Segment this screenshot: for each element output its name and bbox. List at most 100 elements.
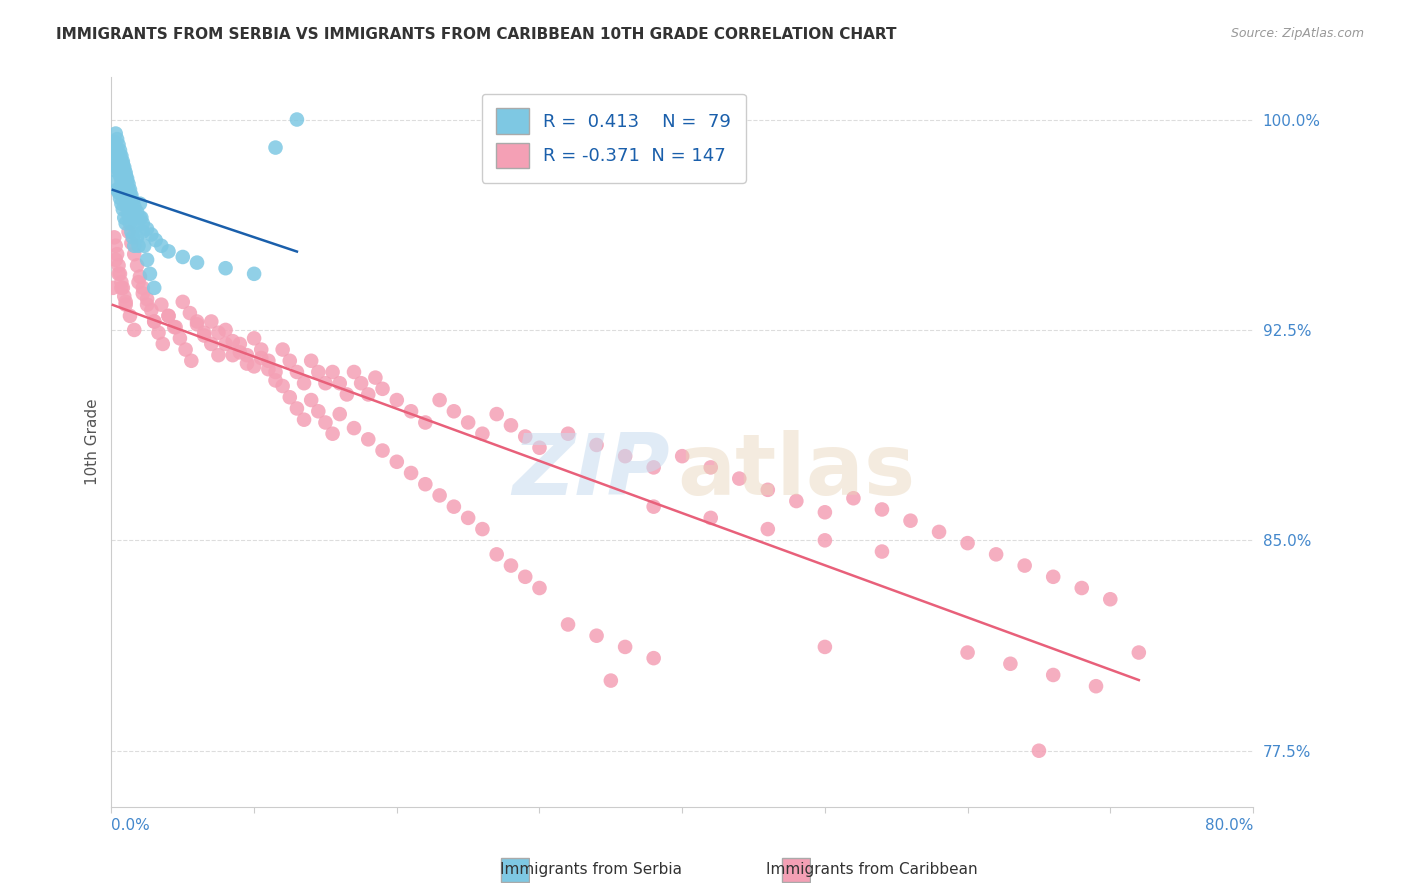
Point	[229, 337, 252, 351]
Point	[257, 362, 280, 376]
Point	[371, 382, 394, 396]
Point	[179, 306, 201, 320]
Point	[186, 314, 208, 328]
Point	[112, 160, 135, 174]
Text: Immigrants from Serbia: Immigrants from Serbia	[499, 863, 682, 877]
Point	[814, 505, 837, 519]
Point	[1028, 744, 1050, 758]
Point	[1085, 679, 1108, 693]
Legend: R =  0.413    N =  79, R = -0.371  N = 147: R = 0.413 N = 79, R = -0.371 N = 147	[482, 94, 745, 183]
Point	[114, 294, 136, 309]
Point	[928, 524, 950, 539]
Point	[111, 154, 134, 169]
Point	[307, 404, 329, 418]
Point	[1000, 657, 1022, 671]
Point	[557, 426, 579, 441]
Point	[108, 149, 131, 163]
Point	[207, 348, 229, 362]
Point	[105, 132, 128, 146]
Text: 0.0%: 0.0%	[111, 818, 150, 833]
Point	[139, 267, 162, 281]
Point	[121, 194, 143, 208]
Point	[457, 416, 479, 430]
Text: Immigrants from Caribbean: Immigrants from Caribbean	[766, 863, 977, 877]
Point	[132, 216, 155, 230]
Point	[471, 426, 494, 441]
Point	[229, 345, 252, 359]
Point	[120, 196, 142, 211]
Point	[700, 511, 723, 525]
Y-axis label: 10th Grade: 10th Grade	[86, 399, 100, 485]
Point	[956, 646, 979, 660]
Point	[103, 135, 125, 149]
Point	[111, 202, 134, 217]
Point	[108, 169, 131, 183]
Point	[214, 261, 236, 276]
Point	[111, 157, 134, 171]
Point	[385, 392, 408, 407]
Point	[443, 500, 465, 514]
Point	[343, 365, 366, 379]
Point	[271, 379, 294, 393]
Point	[143, 314, 166, 328]
Point	[104, 154, 127, 169]
Point	[101, 140, 124, 154]
Point	[207, 326, 229, 340]
Point	[122, 323, 145, 337]
FancyBboxPatch shape	[782, 858, 810, 881]
Point	[141, 227, 163, 242]
Point	[165, 320, 187, 334]
Point	[585, 438, 607, 452]
Point	[728, 472, 751, 486]
Point	[152, 337, 174, 351]
Point	[141, 303, 163, 318]
Point	[264, 140, 287, 154]
FancyBboxPatch shape	[501, 858, 529, 881]
Point	[515, 570, 537, 584]
Text: ZIP: ZIP	[512, 430, 669, 513]
Point	[343, 421, 366, 435]
Point	[314, 376, 336, 391]
Point	[107, 259, 129, 273]
Point	[557, 617, 579, 632]
Point	[114, 166, 136, 180]
Point	[236, 348, 259, 362]
Point	[1042, 570, 1064, 584]
Point	[148, 326, 170, 340]
Point	[114, 191, 136, 205]
Point	[814, 640, 837, 654]
Point	[104, 127, 127, 141]
Point	[186, 255, 208, 269]
Point	[700, 460, 723, 475]
Point	[118, 183, 141, 197]
Point	[128, 239, 150, 253]
Point	[118, 188, 141, 202]
Point	[271, 343, 294, 357]
Point	[128, 275, 150, 289]
Point	[429, 392, 451, 407]
Point	[110, 174, 132, 188]
Point	[118, 216, 141, 230]
Point	[145, 233, 167, 247]
Point	[357, 433, 380, 447]
Point	[108, 267, 131, 281]
Point	[107, 146, 129, 161]
Point	[599, 673, 621, 688]
Point	[101, 154, 124, 169]
Point	[122, 239, 145, 253]
Point	[956, 536, 979, 550]
Point	[257, 353, 280, 368]
Point	[111, 281, 134, 295]
Point	[115, 174, 138, 188]
Point	[143, 281, 166, 295]
Point	[117, 177, 139, 191]
Point	[163, 320, 186, 334]
Point	[103, 230, 125, 244]
Point	[193, 326, 215, 340]
Point	[172, 250, 194, 264]
Point	[222, 348, 245, 362]
Point	[243, 359, 266, 374]
Point	[671, 449, 693, 463]
Point	[292, 376, 315, 391]
Point	[329, 376, 352, 391]
